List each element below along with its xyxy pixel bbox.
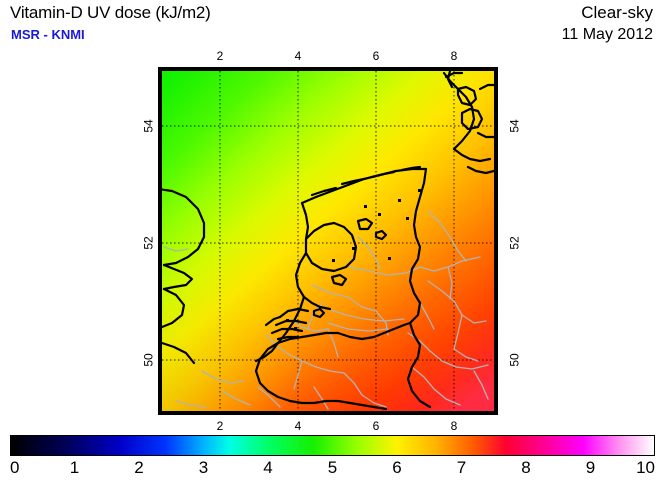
plot-frame [158,67,498,415]
colorbar-tick-6: 6 [392,458,402,477]
axis-tick-top-2: 2 [216,49,224,63]
axis-tick-bottom-2: 2 [216,419,224,433]
colorbar-tick-3: 3 [198,458,209,477]
axis-tick-left-50: 50 [141,353,156,367]
axis-tick-right-50: 50 [507,353,522,367]
axis-tick-bottom-4: 4 [294,419,302,433]
colorbar-tick-9: 9 [585,458,596,477]
colorbar-tick-2: 2 [134,458,144,477]
page-title: Vitamin-D UV dose (kJ/m2) [10,3,211,22]
colorbar-tick-labels: 0 1 2 3 4 5 6 7 8 9 10 [10,458,655,478]
chart-header: Vitamin-D UV dose (kJ/m2) MSR - KNMI Cle… [0,0,665,52]
colorbar-tick-0: 0 [10,458,20,477]
date-label: 11 May 2012 [561,26,653,43]
axis-tick-left-52: 52 [141,236,156,250]
axis-tick-right-52: 52 [507,236,522,250]
axis-tick-left-54: 54 [141,119,156,133]
colorbar-tick-5: 5 [327,458,338,477]
colorbar-tick-4: 4 [263,458,273,477]
source-label: MSR - KNMI [11,27,85,42]
axis-tick-top-4: 4 [294,49,302,63]
axis-tick-bottom-6: 6 [372,419,380,433]
colorbar-tick-8: 8 [521,458,531,477]
colorbar-section: 0 1 2 3 4 5 6 7 8 9 10 [0,432,665,480]
axis-tick-top-6: 6 [372,49,380,63]
colorbar-tick-10: 10 [636,458,655,477]
axis-tick-bottom-8: 8 [450,419,458,433]
axis-tick-top-8: 8 [450,49,458,63]
map-plot: 2 4 6 8 2 4 6 8 54 52 50 54 52 50 [142,49,522,433]
axis-tick-right-54: 54 [507,119,522,133]
colorbar-tick-1: 1 [69,458,80,477]
condition-label: Clear-sky [581,3,653,22]
uv-dose-heatmap [162,71,494,411]
colorbar-gradient [10,435,655,456]
colorbar-tick-7: 7 [456,458,467,477]
